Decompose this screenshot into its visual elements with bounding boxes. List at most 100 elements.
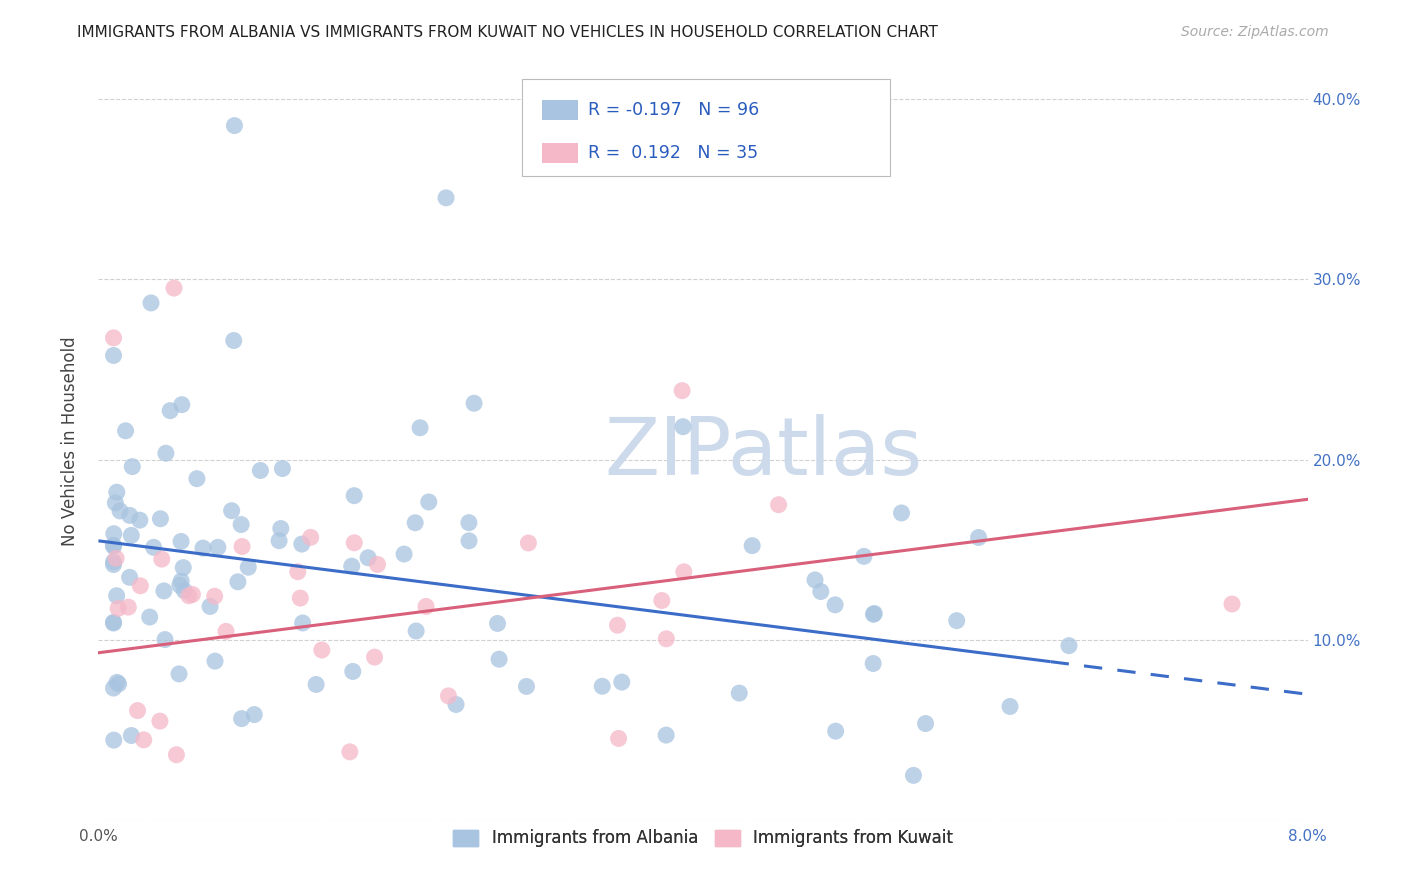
- Point: [607, 731, 630, 746]
- Point: [170, 574, 193, 588]
- Text: R = -0.197   N = 96: R = -0.197 N = 96: [588, 102, 759, 120]
- Point: [291, 537, 314, 551]
- Point: [181, 587, 204, 601]
- Text: IMMIGRANTS FROM ALBANIA VS IMMIGRANTS FROM KUWAIT NO VEHICLES IN HOUSEHOLD CORRE: IMMIGRANTS FROM ALBANIA VS IMMIGRANTS FR…: [77, 25, 938, 40]
- Point: [363, 650, 385, 665]
- Point: [159, 403, 181, 417]
- Point: [103, 558, 125, 572]
- Point: [121, 459, 143, 474]
- Point: [167, 666, 190, 681]
- Point: [103, 331, 125, 345]
- Point: [672, 419, 695, 434]
- Point: [903, 768, 925, 782]
- Point: [104, 496, 127, 510]
- Point: [488, 652, 510, 666]
- Point: [651, 593, 673, 607]
- Point: [610, 675, 633, 690]
- Point: [186, 472, 208, 486]
- Point: [655, 728, 678, 742]
- Point: [945, 614, 967, 628]
- Point: [139, 296, 162, 310]
- Point: [1220, 597, 1243, 611]
- Point: [444, 698, 467, 712]
- Point: [129, 579, 152, 593]
- Point: [226, 574, 249, 589]
- Point: [107, 677, 129, 691]
- Point: [299, 530, 322, 544]
- Point: [914, 716, 936, 731]
- Point: [741, 539, 763, 553]
- Point: [655, 632, 678, 646]
- Point: [824, 598, 846, 612]
- Point: [367, 558, 389, 572]
- Point: [165, 747, 187, 762]
- Point: [339, 745, 361, 759]
- Point: [890, 506, 912, 520]
- Point: [231, 712, 253, 726]
- Text: ZIPatlas: ZIPatlas: [605, 414, 922, 491]
- Point: [177, 589, 200, 603]
- Point: [163, 281, 186, 295]
- Point: [127, 704, 149, 718]
- Point: [415, 599, 437, 614]
- Point: [343, 489, 366, 503]
- Point: [231, 540, 253, 554]
- Point: [132, 732, 155, 747]
- Point: [105, 589, 128, 603]
- Point: [810, 584, 832, 599]
- Point: [852, 549, 875, 564]
- Point: [103, 615, 125, 630]
- Point: [357, 550, 380, 565]
- Point: [404, 516, 426, 530]
- Point: [204, 654, 226, 668]
- Text: Source: ZipAtlas.com: Source: ZipAtlas.com: [1181, 25, 1329, 39]
- Point: [340, 559, 363, 574]
- Point: [409, 421, 432, 435]
- Point: [215, 624, 238, 639]
- Bar: [543, 143, 578, 163]
- Point: [118, 508, 141, 523]
- Point: [967, 531, 990, 545]
- Point: [149, 714, 172, 728]
- Point: [862, 657, 884, 671]
- Point: [173, 583, 195, 598]
- Point: [142, 541, 165, 555]
- Point: [768, 498, 790, 512]
- Point: [191, 541, 214, 555]
- Point: [591, 679, 613, 693]
- Point: [463, 396, 485, 410]
- Point: [672, 565, 695, 579]
- Point: [103, 539, 125, 553]
- Point: [305, 677, 328, 691]
- Point: [221, 504, 243, 518]
- Point: [149, 512, 172, 526]
- Point: [117, 600, 139, 615]
- Point: [824, 724, 846, 739]
- Point: [103, 681, 125, 695]
- Point: [418, 495, 440, 509]
- Point: [998, 699, 1021, 714]
- Point: [170, 534, 193, 549]
- Point: [392, 547, 415, 561]
- Point: [405, 624, 427, 638]
- Point: [1057, 639, 1080, 653]
- Point: [291, 615, 314, 630]
- Point: [172, 560, 194, 574]
- Point: [103, 349, 125, 363]
- Point: [150, 552, 173, 566]
- Point: [457, 516, 479, 530]
- Point: [270, 522, 292, 536]
- Point: [103, 526, 125, 541]
- Point: [170, 398, 193, 412]
- Point: [169, 578, 191, 592]
- Point: [108, 504, 131, 518]
- Point: [120, 729, 142, 743]
- Point: [105, 485, 128, 500]
- FancyBboxPatch shape: [522, 79, 890, 177]
- Point: [153, 583, 176, 598]
- Point: [311, 643, 333, 657]
- Point: [103, 615, 125, 630]
- Legend: Immigrants from Albania, Immigrants from Kuwait: Immigrants from Albania, Immigrants from…: [447, 822, 959, 854]
- Point: [222, 334, 245, 348]
- Point: [515, 680, 537, 694]
